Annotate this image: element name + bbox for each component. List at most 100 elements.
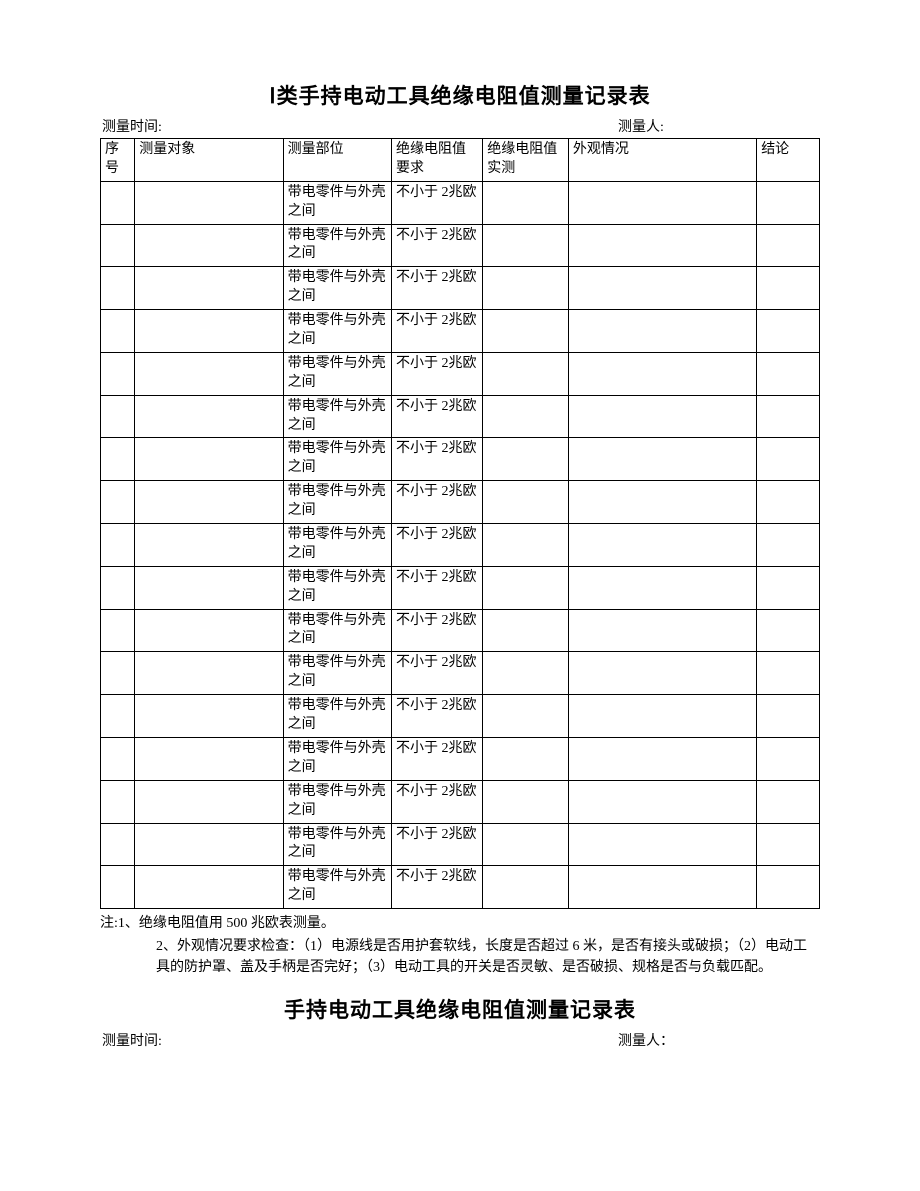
table-cell <box>101 267 135 310</box>
table-cell <box>757 267 820 310</box>
table-cell <box>101 224 135 267</box>
table-cell: 带电零件与外壳之间 <box>283 395 391 438</box>
table-cell <box>101 524 135 567</box>
table-row: 带电零件与外壳之间不小于 2兆欧 <box>101 224 820 267</box>
table-cell <box>101 866 135 909</box>
table-cell <box>757 438 820 481</box>
table-cell <box>757 481 820 524</box>
table-cell <box>757 224 820 267</box>
table-cell <box>135 352 283 395</box>
table-cell <box>101 352 135 395</box>
section2-meta-row: 测量时间: 测量人： <box>100 1030 820 1050</box>
table-row: 带电零件与外壳之间不小于 2兆欧 <box>101 780 820 823</box>
table-cell: 带电零件与外壳之间 <box>283 609 391 652</box>
table-cell <box>568 481 756 524</box>
table-row: 带电零件与外壳之间不小于 2兆欧 <box>101 395 820 438</box>
th-actual: 绝缘电阻值实测 <box>483 139 569 182</box>
table-cell <box>568 395 756 438</box>
table-cell: 不小于 2兆欧 <box>392 352 483 395</box>
table-cell <box>135 310 283 353</box>
table-cell: 带电零件与外壳之间 <box>283 524 391 567</box>
table-cell: 不小于 2兆欧 <box>392 737 483 780</box>
table-cell: 不小于 2兆欧 <box>392 566 483 609</box>
table-cell <box>568 267 756 310</box>
meta-person-2: 测量人： <box>618 1030 818 1050</box>
table-cell <box>568 780 756 823</box>
table-cell <box>135 438 283 481</box>
th-seq: 序号 <box>101 139 135 182</box>
table-cell <box>135 524 283 567</box>
table-cell: 不小于 2兆欧 <box>392 609 483 652</box>
note-prefix: 注: <box>100 916 118 931</box>
table-row: 带电零件与外壳之间不小于 2兆欧 <box>101 267 820 310</box>
table-row: 带电零件与外壳之间不小于 2兆欧 <box>101 695 820 738</box>
table-row: 带电零件与外壳之间不小于 2兆欧 <box>101 438 820 481</box>
table-cell <box>568 695 756 738</box>
table-cell <box>135 224 283 267</box>
table-row: 带电零件与外壳之间不小于 2兆欧 <box>101 866 820 909</box>
table-cell: 带电零件与外壳之间 <box>283 267 391 310</box>
table-cell: 带电零件与外壳之间 <box>283 823 391 866</box>
table-cell <box>568 524 756 567</box>
table-cell: 不小于 2兆欧 <box>392 695 483 738</box>
table-cell <box>568 566 756 609</box>
table-cell <box>757 352 820 395</box>
table-cell: 带电零件与外壳之间 <box>283 866 391 909</box>
table-cell: 不小于 2兆欧 <box>392 481 483 524</box>
table-cell: 不小于 2兆欧 <box>392 823 483 866</box>
table-cell: 不小于 2兆欧 <box>392 780 483 823</box>
table-cell <box>483 566 569 609</box>
table-row: 带电零件与外壳之间不小于 2兆欧 <box>101 481 820 524</box>
table-cell <box>757 310 820 353</box>
meta-time-2: 测量时间: <box>102 1030 618 1050</box>
table-cell: 带电零件与外壳之间 <box>283 737 391 780</box>
table-cell <box>568 438 756 481</box>
table-cell <box>101 823 135 866</box>
section2-title: 手持电动工具绝缘电阻值测量记录表 <box>100 994 820 1024</box>
table-cell <box>757 652 820 695</box>
table-cell: 带电零件与外壳之间 <box>283 352 391 395</box>
section1-title: Ⅰ类手持电动工具绝缘电阻值测量记录表 <box>100 80 820 110</box>
table-cell <box>483 609 569 652</box>
th-concl: 结论 <box>757 139 820 182</box>
table-cell <box>101 181 135 224</box>
table-cell: 带电零件与外壳之间 <box>283 566 391 609</box>
th-appear: 外观情况 <box>568 139 756 182</box>
measurement-table: 序号 测量对象 测量部位 绝缘电阻值要求 绝缘电阻值实测 外观情况 结论 带电零… <box>100 138 820 909</box>
table-cell <box>101 395 135 438</box>
table-cell <box>757 823 820 866</box>
table-cell <box>101 609 135 652</box>
table-cell <box>135 652 283 695</box>
table-cell <box>483 352 569 395</box>
table-cell <box>568 609 756 652</box>
table-cell <box>757 737 820 780</box>
table-cell <box>757 181 820 224</box>
table-cell <box>568 652 756 695</box>
note-1: 注:1、绝缘电阻值用 500 兆欧表测量。 <box>100 913 820 934</box>
table-row: 带电零件与外壳之间不小于 2兆欧 <box>101 524 820 567</box>
table-cell <box>483 866 569 909</box>
th-req: 绝缘电阻值要求 <box>392 139 483 182</box>
table-cell <box>135 737 283 780</box>
table-cell <box>483 395 569 438</box>
table-cell <box>483 310 569 353</box>
table-cell <box>757 695 820 738</box>
table-row: 带电零件与外壳之间不小于 2兆欧 <box>101 310 820 353</box>
table-cell <box>568 224 756 267</box>
table-cell <box>135 609 283 652</box>
table-cell <box>757 780 820 823</box>
table-cell <box>757 566 820 609</box>
table-cell: 带电零件与外壳之间 <box>283 652 391 695</box>
meta-time: 测量时间: <box>102 116 618 136</box>
table-cell: 不小于 2兆欧 <box>392 524 483 567</box>
note-2: 2、外观情况要求检查：（1）电源线是否用护套软线，长度是否超过 6 米，是否有接… <box>100 936 820 978</box>
note-1-text: 1、绝缘电阻值用 500 兆欧表测量。 <box>118 916 335 931</box>
table-cell <box>483 181 569 224</box>
table-cell <box>483 267 569 310</box>
table-cell <box>135 481 283 524</box>
table-cell: 不小于 2兆欧 <box>392 652 483 695</box>
th-part: 测量部位 <box>283 139 391 182</box>
table-cell <box>483 780 569 823</box>
th-obj: 测量对象 <box>135 139 283 182</box>
meta-person: 测量人: <box>618 116 818 136</box>
